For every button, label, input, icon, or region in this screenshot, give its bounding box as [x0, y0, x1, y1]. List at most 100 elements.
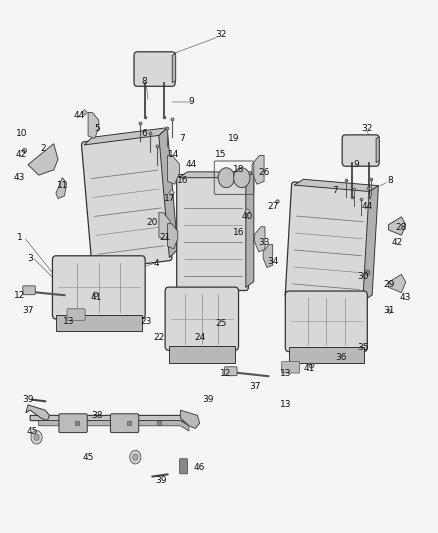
Text: 34: 34: [267, 257, 278, 266]
Circle shape: [130, 450, 141, 464]
FancyBboxPatch shape: [53, 256, 145, 319]
FancyBboxPatch shape: [110, 414, 139, 433]
Text: 21: 21: [160, 233, 171, 243]
Text: 19: 19: [228, 134, 240, 143]
Text: 4: 4: [154, 260, 159, 269]
Polygon shape: [39, 421, 189, 431]
Circle shape: [218, 168, 234, 188]
FancyBboxPatch shape: [342, 135, 379, 166]
Text: 26: 26: [258, 168, 270, 177]
Text: 31: 31: [383, 306, 394, 316]
FancyBboxPatch shape: [285, 182, 372, 304]
Circle shape: [34, 434, 39, 440]
Polygon shape: [56, 315, 142, 332]
Text: 39: 39: [155, 476, 167, 485]
Text: 37: 37: [250, 382, 261, 391]
Text: 29: 29: [383, 280, 394, 289]
Text: 32: 32: [215, 29, 227, 38]
Text: 40: 40: [241, 212, 253, 221]
Text: 45: 45: [82, 453, 94, 462]
Text: 39: 39: [202, 395, 214, 404]
Text: 5: 5: [94, 124, 99, 133]
Polygon shape: [376, 136, 379, 163]
Text: 2: 2: [40, 144, 46, 154]
Text: 33: 33: [258, 238, 270, 247]
FancyBboxPatch shape: [67, 309, 85, 320]
Text: 44: 44: [185, 160, 197, 169]
Text: 8: 8: [141, 77, 147, 86]
Text: 14: 14: [168, 150, 180, 159]
Text: 46: 46: [194, 463, 205, 472]
Text: 12: 12: [220, 369, 231, 378]
Text: 38: 38: [91, 411, 102, 420]
Polygon shape: [289, 348, 364, 363]
Text: 30: 30: [357, 272, 368, 281]
Circle shape: [133, 454, 138, 461]
Text: 9: 9: [188, 98, 194, 107]
Text: 44: 44: [74, 110, 85, 119]
Text: 36: 36: [336, 353, 347, 362]
Text: 11: 11: [57, 181, 68, 190]
Text: 42: 42: [16, 150, 27, 159]
Text: 8: 8: [388, 176, 394, 185]
Text: 28: 28: [396, 223, 407, 232]
FancyBboxPatch shape: [165, 287, 239, 350]
FancyBboxPatch shape: [177, 175, 248, 290]
Polygon shape: [159, 128, 178, 257]
Text: 3: 3: [27, 254, 33, 263]
Text: 35: 35: [357, 343, 368, 352]
Polygon shape: [30, 415, 193, 426]
Circle shape: [31, 431, 42, 444]
Polygon shape: [159, 213, 170, 240]
FancyBboxPatch shape: [282, 361, 300, 373]
Polygon shape: [294, 179, 378, 191]
Polygon shape: [56, 177, 67, 199]
Text: 10: 10: [16, 129, 27, 138]
Polygon shape: [172, 53, 176, 83]
Text: 25: 25: [215, 319, 227, 328]
FancyBboxPatch shape: [23, 286, 35, 295]
FancyBboxPatch shape: [81, 132, 172, 270]
Text: 44: 44: [361, 202, 373, 211]
FancyBboxPatch shape: [180, 459, 187, 474]
Text: 16: 16: [177, 176, 188, 185]
Text: 18: 18: [233, 165, 244, 174]
Text: 7: 7: [332, 186, 338, 195]
Polygon shape: [389, 217, 406, 235]
Polygon shape: [254, 227, 265, 252]
Polygon shape: [263, 245, 272, 268]
Text: 12: 12: [14, 290, 25, 300]
Text: 22: 22: [153, 333, 165, 342]
Polygon shape: [246, 172, 254, 287]
Text: 23: 23: [140, 317, 152, 326]
Text: 42: 42: [392, 238, 403, 247]
Text: 13: 13: [63, 317, 74, 326]
Text: 43: 43: [400, 293, 411, 302]
Text: 20: 20: [147, 217, 158, 227]
Polygon shape: [180, 410, 200, 429]
Text: 45: 45: [27, 426, 38, 435]
FancyBboxPatch shape: [285, 291, 367, 352]
Text: 6: 6: [141, 129, 147, 138]
Polygon shape: [26, 405, 49, 421]
Text: 37: 37: [22, 306, 34, 316]
Text: 41: 41: [304, 364, 315, 373]
FancyBboxPatch shape: [59, 414, 87, 433]
Polygon shape: [167, 156, 180, 184]
Polygon shape: [363, 185, 378, 301]
Text: 7: 7: [180, 134, 185, 143]
Text: 1: 1: [17, 233, 22, 243]
Text: 13: 13: [280, 400, 291, 409]
Polygon shape: [84, 128, 167, 145]
Text: 32: 32: [361, 124, 373, 133]
Circle shape: [233, 168, 250, 188]
Polygon shape: [88, 112, 99, 139]
Text: 27: 27: [267, 202, 278, 211]
Polygon shape: [169, 346, 235, 362]
Polygon shape: [252, 156, 264, 184]
Text: 17: 17: [164, 194, 175, 203]
FancyBboxPatch shape: [134, 52, 175, 86]
Polygon shape: [179, 172, 254, 177]
Text: 13: 13: [280, 369, 291, 378]
Text: 9: 9: [353, 160, 359, 169]
